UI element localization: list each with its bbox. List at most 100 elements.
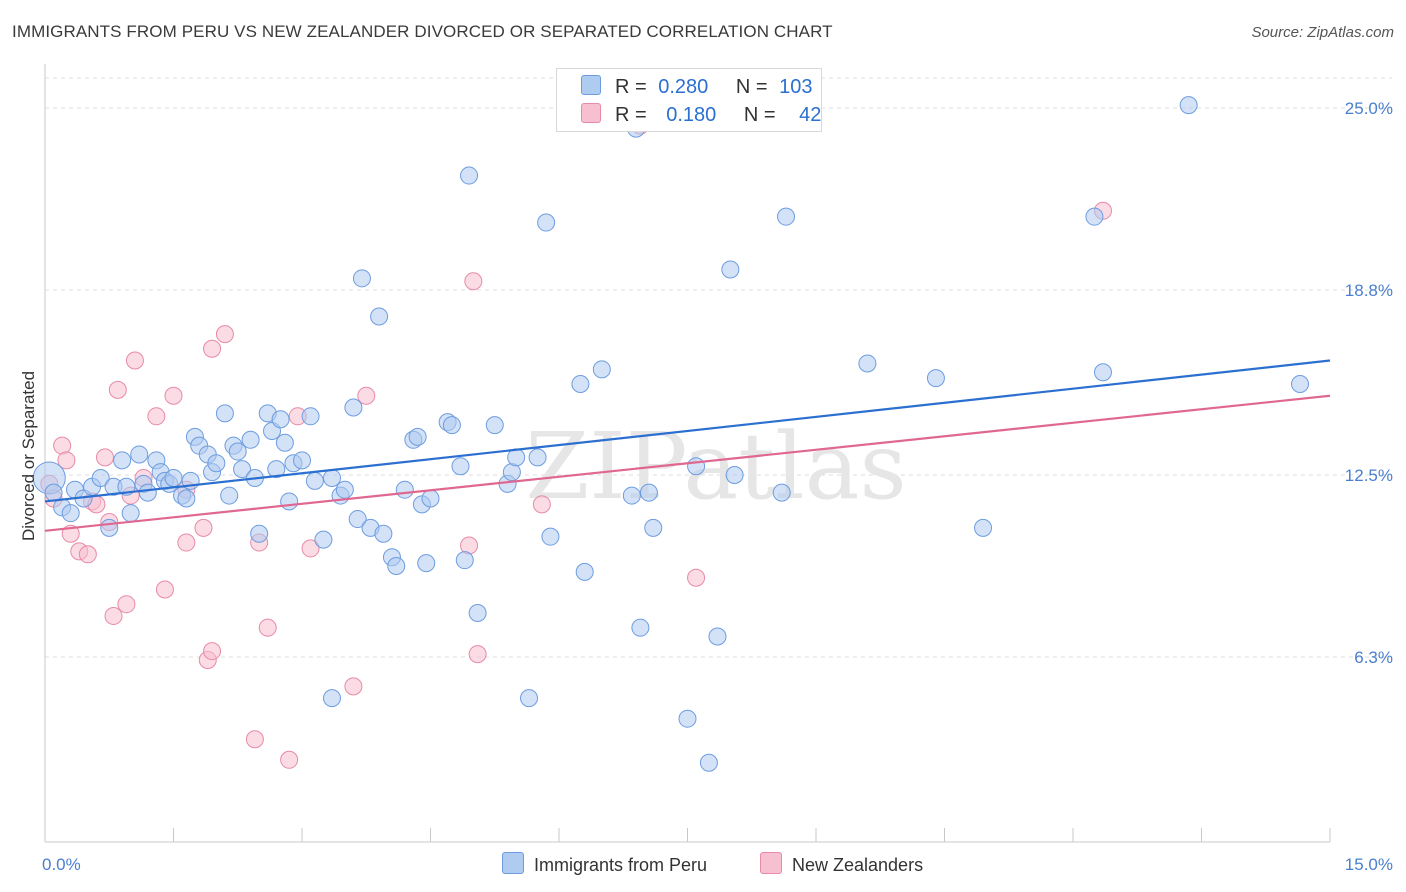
- y-tick-labels: 6.3% 12.5% 18.8% 25.0%: [1345, 99, 1393, 667]
- peru-point: [708, 627, 727, 646]
- peru-point: [639, 483, 658, 502]
- correlation-legend: R = 0.280 N = 103 R = 0.180 N = 42: [556, 68, 822, 132]
- peru-point: [100, 518, 119, 537]
- peru-point: [622, 486, 641, 505]
- peru-point: [926, 369, 945, 388]
- peru-point: [322, 468, 341, 487]
- axes: [44, 64, 1331, 843]
- peru-point: [130, 445, 149, 464]
- legend-n-value: 103: [779, 76, 813, 98]
- legend-label-peru: Immigrants from Peru: [534, 855, 708, 875]
- nz-trend-line: [44, 394, 1331, 532]
- nz-point: [215, 325, 234, 344]
- legend-item-peru[interactable]: Immigrants from Peru: [502, 852, 707, 876]
- peru-point: [687, 457, 706, 476]
- y-axis-label: Divorced or Separated: [19, 371, 38, 541]
- nz-point: [95, 448, 114, 467]
- legend-swatch-nz: [581, 103, 601, 123]
- peru-point: [61, 504, 80, 523]
- nz-point: [357, 386, 376, 405]
- peru-point: [571, 375, 590, 394]
- peru-point: [725, 466, 744, 485]
- peru-point: [387, 557, 406, 576]
- peru-point: [305, 471, 324, 490]
- peru-point: [408, 427, 427, 446]
- peru-point: [699, 753, 718, 772]
- peru-point: [460, 166, 479, 185]
- peru-point: [374, 524, 393, 543]
- legend-swatch-peru: [581, 75, 601, 95]
- nz-point: [203, 642, 222, 661]
- series-legend: Immigrants from Peru New Zealanders: [0, 852, 1406, 878]
- peru-point: [233, 460, 252, 479]
- peru-point: [1093, 363, 1112, 382]
- peru-point: [468, 604, 487, 623]
- peru-point: [348, 510, 367, 529]
- y-tick-label: 12.5%: [1345, 466, 1393, 485]
- peru-point: [678, 709, 697, 728]
- peru-point: [335, 480, 354, 499]
- nz-point: [177, 533, 196, 552]
- y-tick-label: 18.8%: [1345, 281, 1393, 300]
- peru-point: [575, 562, 594, 581]
- peru-point: [293, 451, 311, 470]
- peru-point: [592, 360, 611, 379]
- grid-lines: [45, 77, 1392, 658]
- nz-point: [147, 407, 166, 426]
- nz-point: [57, 451, 76, 470]
- peru-point: [485, 416, 504, 435]
- peru-point: [520, 689, 539, 708]
- peru-point: [974, 518, 993, 537]
- nz-point: [104, 606, 123, 625]
- legend-n-value: 42: [799, 104, 822, 126]
- x-tick-labels: 0.0% 15.0%: [42, 855, 1393, 874]
- nz-point: [155, 580, 174, 599]
- nz-point: [78, 545, 97, 564]
- nz-point: [108, 380, 127, 399]
- peru-point: [1085, 207, 1104, 226]
- peru-point: [301, 407, 320, 426]
- peru-point: [177, 489, 196, 508]
- peru-point: [395, 480, 414, 499]
- nz-point: [164, 386, 183, 405]
- peru-point: [528, 448, 547, 467]
- legend-row-peru: R = 0.280 N = 103: [581, 75, 813, 99]
- peru-point: [220, 486, 239, 505]
- peru-point: [451, 457, 470, 476]
- peru-point: [215, 404, 234, 423]
- peru-point: [721, 260, 740, 279]
- trend-lines: [44, 359, 1331, 532]
- peru-point: [344, 398, 363, 417]
- legend-item-nz[interactable]: New Zealanders: [760, 852, 923, 876]
- nz-point: [301, 539, 320, 558]
- peru-point: [314, 530, 333, 549]
- x-tick-label: 15.0%: [1345, 855, 1393, 874]
- peru-point: [138, 483, 157, 502]
- legend-n-label: N =: [735, 76, 768, 98]
- peru-point: [858, 354, 877, 373]
- watermark: ZIPatlas: [525, 413, 906, 520]
- nz-point: [194, 518, 213, 537]
- peru-point: [1179, 96, 1198, 115]
- nz-point: [464, 272, 483, 291]
- peru-point: [164, 468, 183, 487]
- peru-point: [421, 489, 440, 508]
- nz-point: [203, 339, 222, 358]
- peru-point: [417, 554, 436, 573]
- peru-point: [241, 430, 260, 449]
- source-label: Source: ZipAtlas.com: [1251, 24, 1394, 41]
- peru-point: [280, 492, 299, 511]
- legend-swatch-nz: [760, 852, 782, 874]
- y-tick-label: 25.0%: [1345, 99, 1393, 118]
- peru-points: [32, 96, 1310, 772]
- legend-r-value: 0.180: [666, 104, 717, 126]
- peru-point: [352, 269, 371, 288]
- peru-point: [267, 460, 286, 479]
- peru-point: [113, 451, 132, 470]
- peru-point: [777, 207, 796, 226]
- peru-point: [322, 689, 341, 708]
- chart-title: IMMIGRANTS FROM PERU VS NEW ZEALANDER DI…: [12, 22, 833, 41]
- peru-point: [631, 618, 650, 637]
- peru-point: [455, 551, 474, 570]
